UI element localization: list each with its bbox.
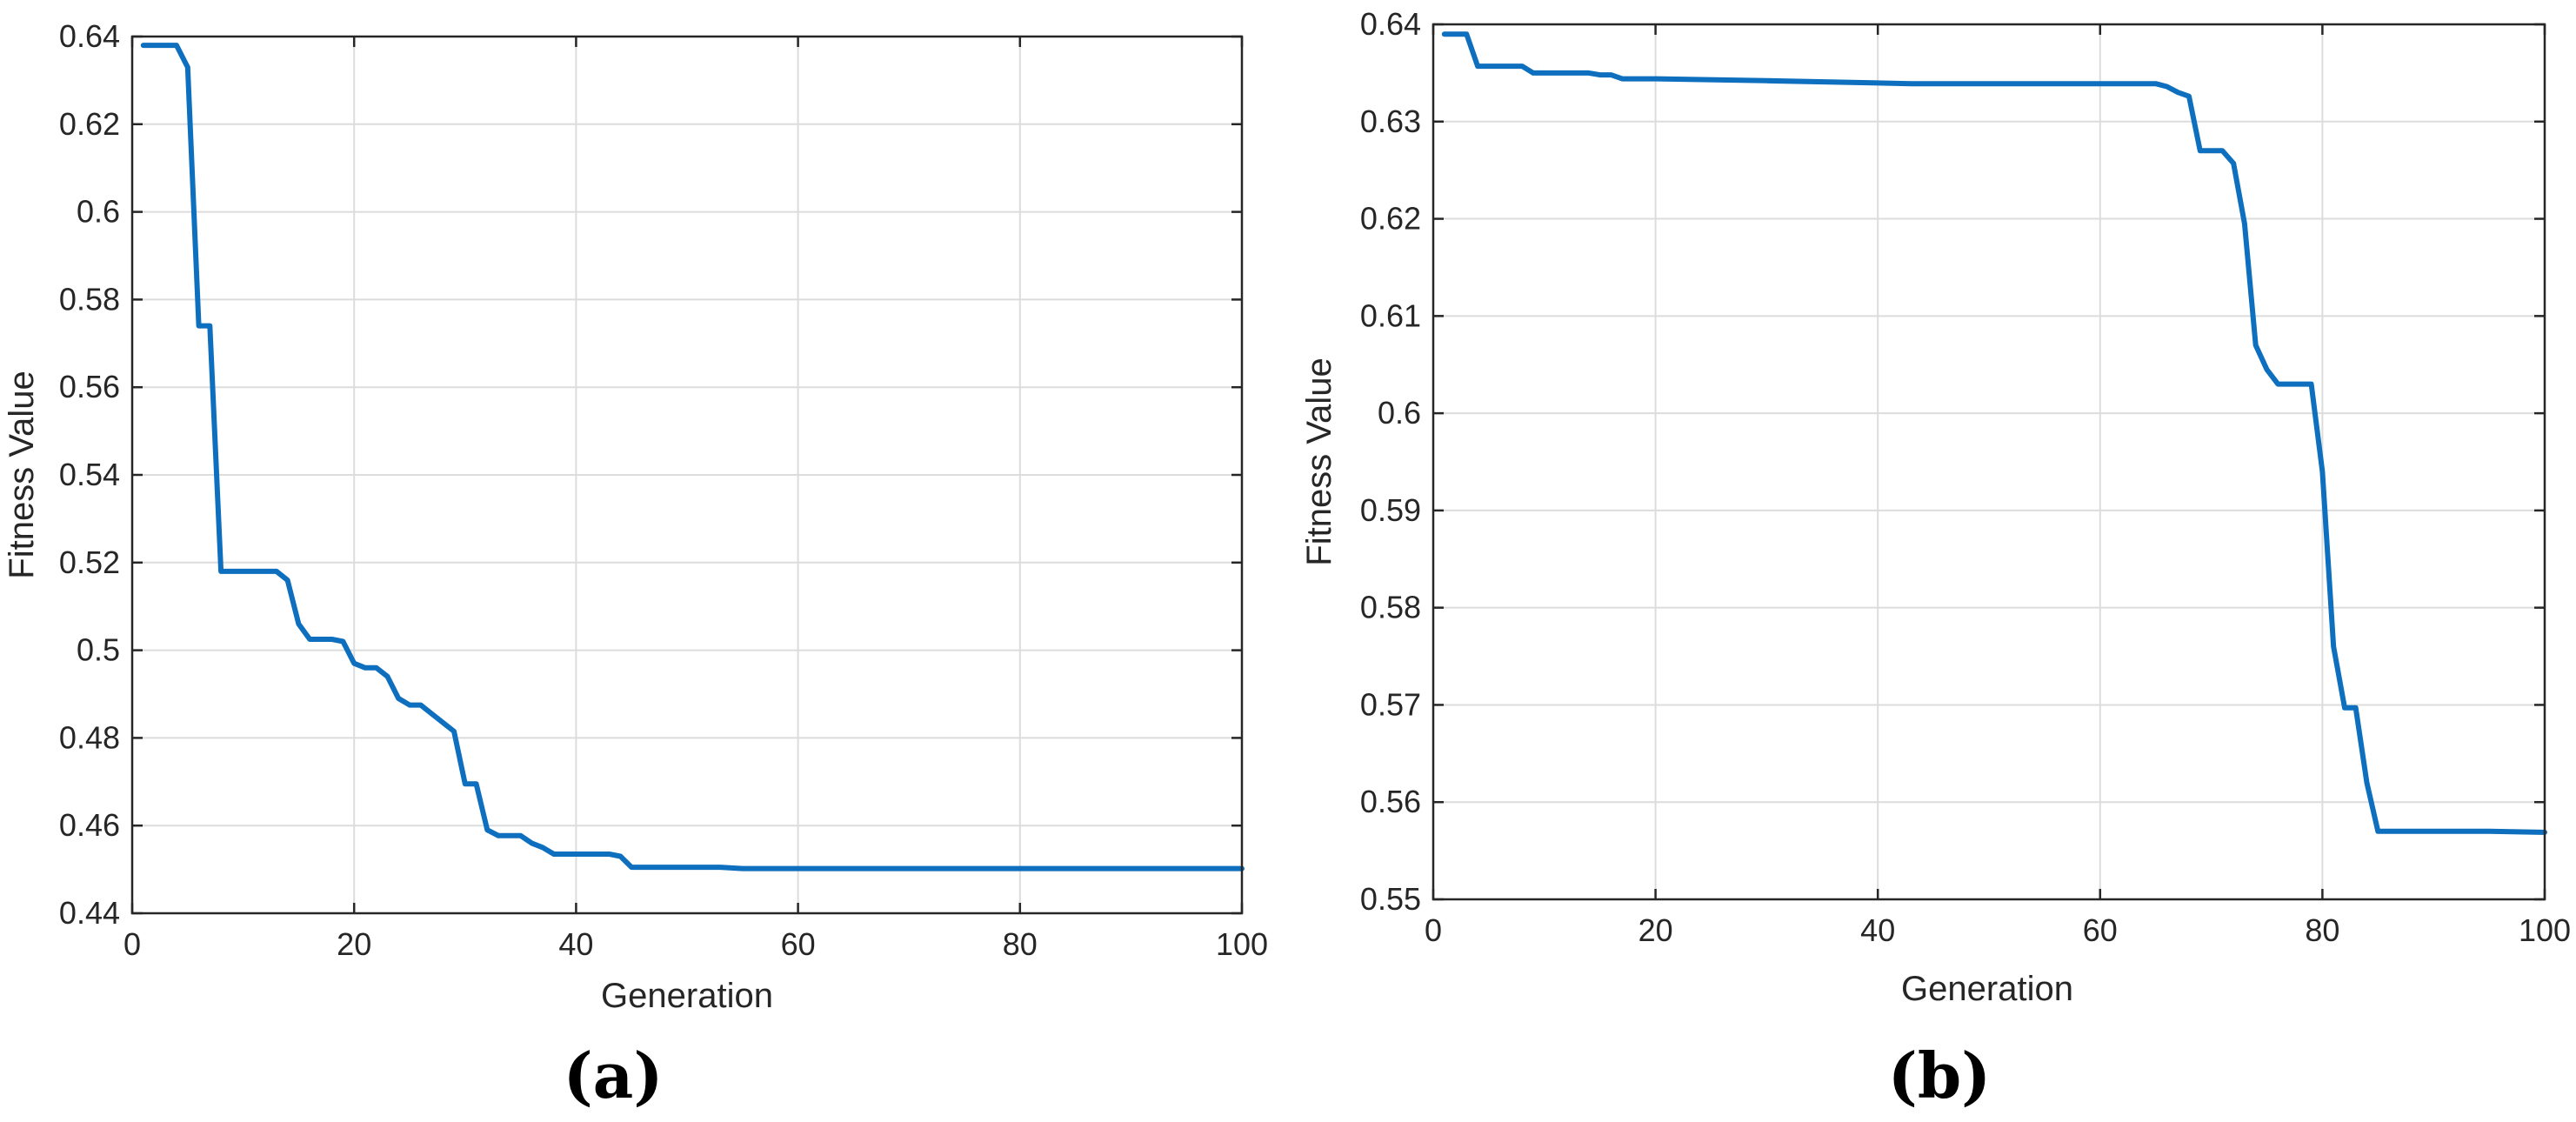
y-tick-label: 0.56	[59, 369, 120, 404]
panel-label: (b)	[1888, 1039, 1991, 1112]
y-tick-label: 0.54	[59, 457, 120, 492]
series-line	[1441, 31, 2547, 835]
y-tick-label: 0.6	[1378, 395, 1421, 431]
axes-frame	[1431, 23, 2546, 901]
y-tick-label: 0.64	[1360, 6, 1421, 42]
y-tick-label: 0.58	[59, 281, 120, 317]
x-tick-label: 0	[123, 926, 141, 962]
y-tick-label: 0.44	[59, 895, 120, 931]
grid	[1433, 24, 2545, 899]
x-tick-label: 0	[1425, 912, 1442, 948]
x-tick-label: 100	[1216, 926, 1268, 962]
x-axis-label: Generation	[601, 977, 773, 1015]
x-tick-label: 80	[1003, 926, 1038, 962]
panel-label: (a)	[564, 1039, 664, 1112]
x-tick-label: 60	[781, 926, 816, 962]
y-tick-label: 0.58	[1360, 590, 1421, 625]
y-tick-label: 0.57	[1360, 686, 1421, 722]
y-tick-label: 0.62	[59, 106, 120, 142]
y-tick-label: 0.46	[59, 807, 120, 843]
x-axis-label: Generation	[1901, 970, 2073, 1008]
y-tick-label: 0.63	[1360, 104, 1421, 139]
y-tick-label: 0.62	[1360, 201, 1421, 237]
chart-panel-a: 0 20 40 60 80 100 0.44 0.46 0.48 0.5 0.52 0.54 0.56 0…	[3, 18, 1268, 1112]
chart-panel-b: 0 20 40 60 80 100 0.55 0.56 0.57 0.58 0.59 0.6 0.61 0…	[1300, 6, 2571, 1112]
y-tick-label: 0.6	[77, 194, 120, 230]
y-tick-label: 0.64	[59, 18, 120, 54]
y-tick-label: 0.48	[59, 719, 120, 755]
y-axis-label: Fitness Value	[3, 371, 41, 578]
x-tick-label: 20	[337, 926, 371, 962]
series-line	[140, 43, 1245, 872]
x-tick-label: 40	[1860, 912, 1895, 948]
y-tick-label: 0.52	[59, 544, 120, 580]
y-tick-label: 0.5	[77, 632, 120, 668]
y-tick-label: 0.61	[1360, 297, 1421, 333]
x-tick-label: 80	[2305, 912, 2339, 948]
y-tick-label: 0.59	[1360, 492, 1421, 528]
x-tick-label: 100	[2519, 912, 2571, 948]
x-tick-label: 60	[2083, 912, 2118, 948]
y-axis-label: Fitness Value	[1300, 357, 1338, 565]
x-tick-label: 40	[558, 926, 593, 962]
y-tick-label: 0.56	[1360, 784, 1421, 819]
y-tick-label: 0.55	[1360, 881, 1421, 917]
x-tick-label: 20	[1638, 912, 1673, 948]
grid	[132, 37, 1242, 913]
